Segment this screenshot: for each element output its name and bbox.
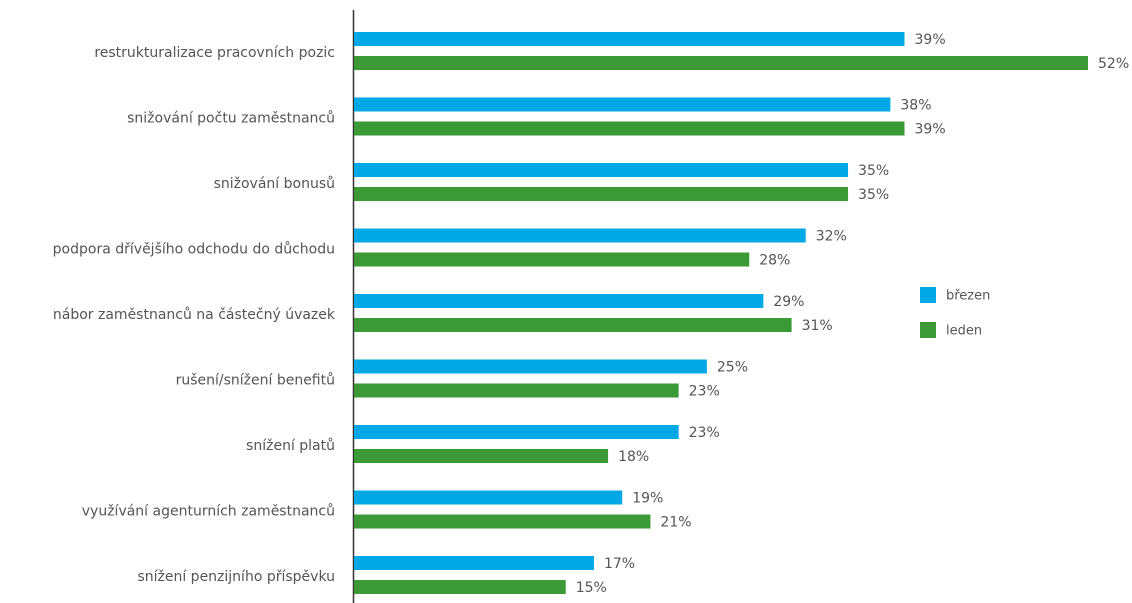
legend-swatch	[920, 287, 936, 303]
bar	[354, 580, 566, 594]
category-label: snižování bonusů	[214, 176, 335, 192]
bar	[354, 252, 750, 267]
category-label: restrukturalizace pracovních pozic	[94, 45, 335, 61]
legend-label: březen	[946, 289, 990, 304]
bar	[354, 556, 594, 570]
value-label: 29%	[773, 294, 804, 310]
bar	[354, 294, 764, 308]
value-label: 39%	[915, 122, 946, 138]
value-label: 25%	[717, 360, 748, 376]
bar	[354, 121, 905, 136]
bar	[354, 187, 849, 201]
bar	[354, 359, 707, 374]
bar	[354, 383, 679, 398]
category-label: nábor zaměstnanců na částečný úvazek	[53, 307, 336, 323]
value-label: 35%	[858, 187, 889, 203]
value-label: 19%	[632, 491, 663, 507]
bar	[354, 318, 792, 332]
value-label: 38%	[900, 98, 931, 114]
value-label: 28%	[759, 253, 790, 269]
bar	[354, 425, 679, 439]
value-label: 21%	[660, 515, 691, 531]
bar	[354, 449, 609, 463]
value-label: 18%	[618, 449, 649, 465]
bar	[354, 32, 905, 46]
category-label: snížení penzijního příspěvku	[137, 569, 335, 585]
category-label: rušení/snížení benefitů	[176, 373, 335, 389]
category-label: využívání agenturních zaměstnanců	[82, 504, 335, 520]
category-label: snížení platů	[246, 438, 335, 454]
legend-label: leden	[946, 324, 982, 339]
legend-swatch	[920, 322, 936, 338]
category-label: snižování počtu zaměstnanců	[127, 111, 335, 127]
bar	[354, 97, 891, 112]
value-label: 52%	[1098, 56, 1129, 72]
value-label: 23%	[689, 425, 720, 441]
value-label: 31%	[802, 318, 833, 334]
bar	[354, 228, 806, 243]
value-label: 15%	[576, 580, 607, 596]
value-label: 23%	[689, 384, 720, 400]
bar	[354, 490, 623, 505]
value-label: 39%	[915, 32, 946, 48]
bar	[354, 163, 849, 177]
value-label: 17%	[604, 556, 635, 572]
value-label: 35%	[858, 163, 889, 179]
value-label: 32%	[816, 229, 847, 245]
category-label: podpora dřívějšího odchodu do důchodu	[53, 242, 335, 258]
bar	[354, 56, 1088, 70]
bar	[354, 514, 651, 529]
